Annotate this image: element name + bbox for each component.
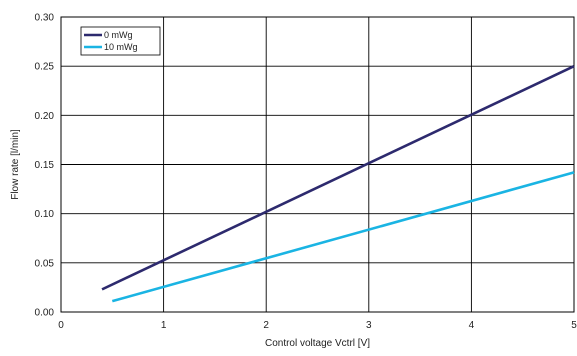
x-tick-label: 1 (161, 320, 167, 331)
y-tick-label: 0.05 (35, 258, 55, 269)
x-tick-label: 3 (366, 320, 372, 331)
legend-label-0: 0 mWg (104, 30, 133, 40)
y-tick-label: 0.25 (35, 62, 55, 73)
grid (60, 16, 575, 313)
y-tick-label: 0.30 (35, 13, 55, 24)
legend: 0 mWg 10 mWg (80, 26, 161, 56)
y-axis-label: Flow rate [l/min] (10, 129, 21, 200)
y-tick-label: 0.15 (35, 160, 55, 171)
series-layer (101, 64, 575, 303)
y-tick-label: 0.10 (35, 209, 55, 220)
y-tick-label: 0.00 (35, 308, 55, 319)
x-axis-ticks: 0 1 2 3 4 5 (58, 320, 577, 331)
x-tick-label: 0 (58, 320, 64, 331)
legend-label-1: 10 mWg (104, 42, 138, 52)
series-line-1 (111, 171, 575, 303)
x-tick-label: 4 (469, 320, 475, 331)
x-tick-label: 2 (263, 320, 269, 331)
x-tick-label: 5 (571, 320, 577, 331)
legend-box (80, 26, 161, 56)
plot-frame (60, 16, 575, 313)
series-line-0 (101, 64, 575, 291)
y-axis-ticks: 0.00 0.05 0.10 0.15 0.20 0.25 0.30 (35, 13, 55, 319)
y-tick-label: 0.20 (35, 111, 55, 122)
legend-items: 0 mWg 10 mWg (84, 30, 138, 52)
x-axis-label: Control voltage Vctrl [V] (265, 338, 370, 349)
